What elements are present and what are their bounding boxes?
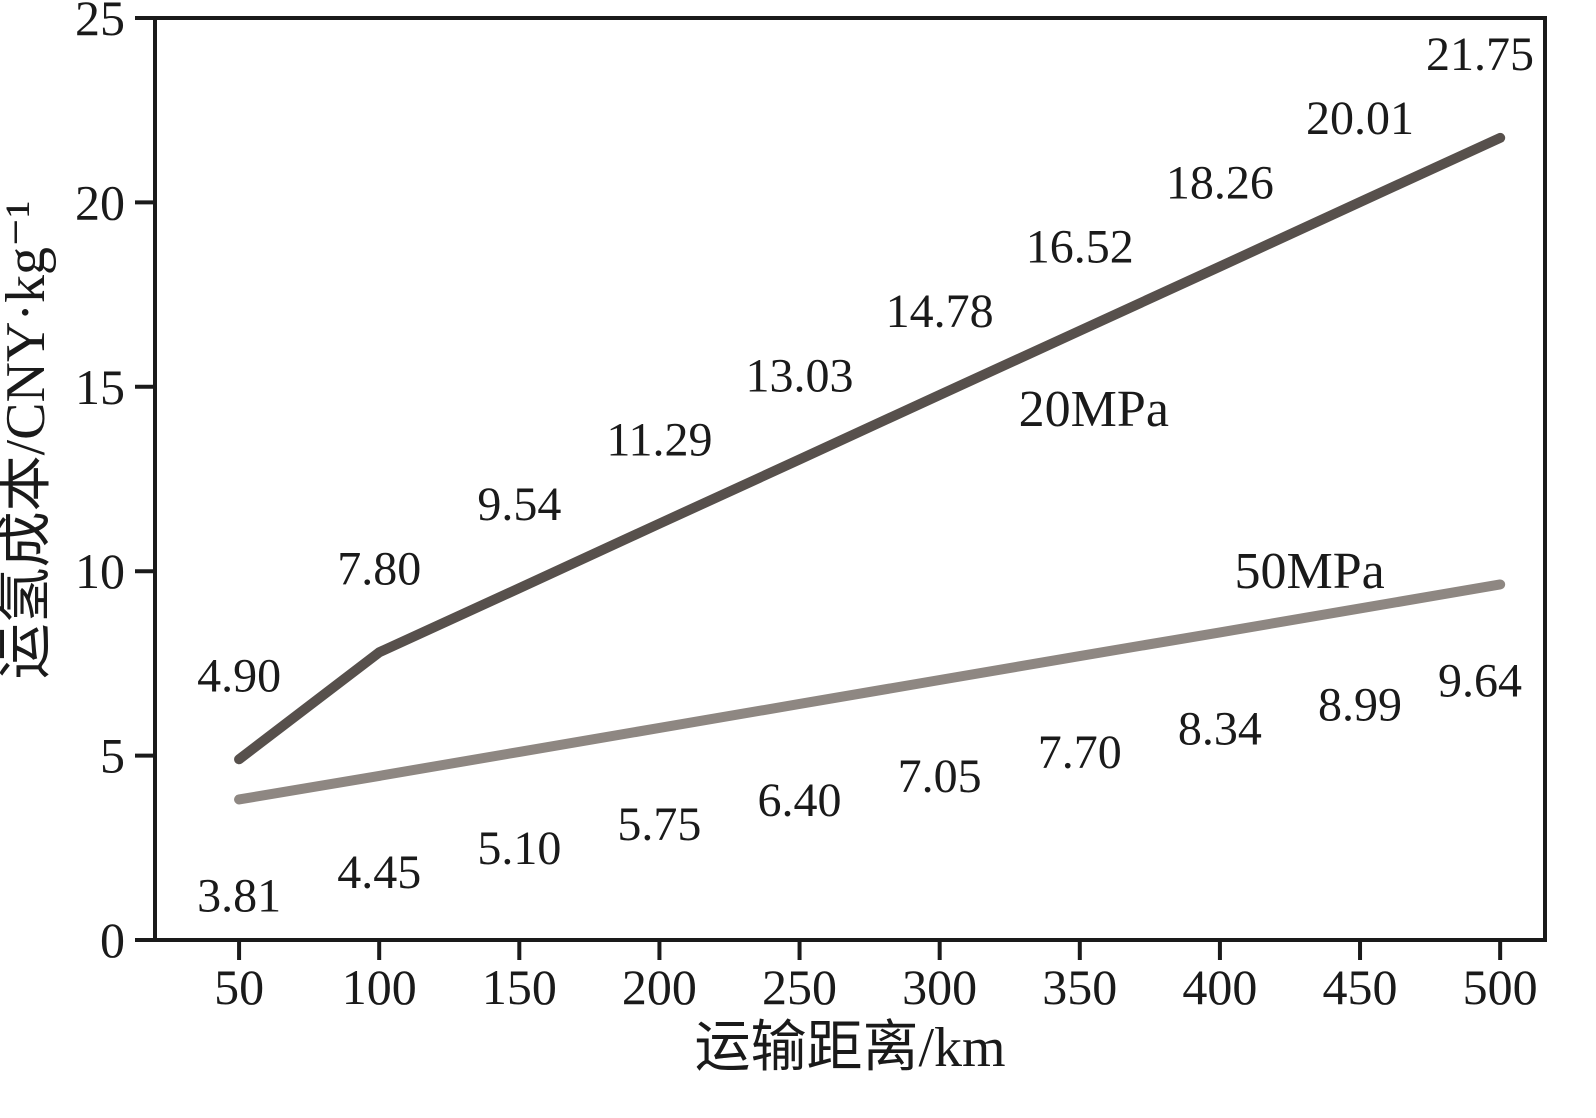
y-axis-title: 运氢成本/CNY·kg⁻¹ [0, 201, 57, 680]
data-label-20MPa-150: 9.54 [477, 478, 561, 531]
plot-border [153, 16, 1547, 942]
series-label-50MPa: 50MPa [1234, 543, 1384, 600]
data-label-20MPa-400: 18.26 [1166, 157, 1274, 210]
data-label-50MPa-150: 5.10 [477, 822, 561, 875]
data-label-50MPa-300: 7.05 [898, 750, 982, 803]
x-axis-tick-label: 300 [902, 959, 977, 1015]
x-axis-tick-label: 150 [482, 959, 557, 1015]
x-axis-tick-label: 250 [762, 959, 837, 1015]
x-axis-tick-label: 500 [1463, 959, 1538, 1015]
data-label-50MPa-400: 8.34 [1178, 702, 1262, 755]
y-axis-tick-label: 20 [75, 174, 125, 230]
y-axis-tick-label: 5 [100, 728, 125, 784]
data-label-20MPa-300: 14.78 [886, 285, 994, 338]
data-label-50MPa-450: 8.99 [1318, 678, 1402, 731]
data-label-20MPa-50: 4.90 [197, 649, 281, 702]
data-label-50MPa-350: 7.70 [1038, 726, 1122, 779]
y-axis-tick-label: 0 [100, 912, 125, 968]
data-label-50MPa-50: 3.81 [197, 869, 281, 922]
data-label-20MPa-200: 11.29 [606, 414, 712, 467]
y-axis-tick-label: 10 [75, 543, 125, 599]
data-label-50MPa-100: 4.45 [337, 846, 421, 899]
data-label-20MPa-350: 16.52 [1026, 221, 1134, 274]
data-label-20MPa-100: 7.80 [337, 542, 421, 595]
x-axis-tick-label: 50 [214, 959, 264, 1015]
y-axis-tick-label: 25 [75, 0, 125, 46]
x-axis-tick-label: 200 [622, 959, 697, 1015]
data-label-20MPa-250: 13.03 [746, 349, 854, 402]
x-axis-tick-label: 400 [1182, 959, 1257, 1015]
y-axis-tick-label: 15 [75, 359, 125, 415]
data-label-20MPa-450: 20.01 [1306, 92, 1414, 145]
series-label-20MPa: 20MPa [1019, 381, 1169, 438]
x-axis-tick-label: 350 [1042, 959, 1117, 1015]
x-axis-tick-label: 100 [342, 959, 417, 1015]
data-label-20MPa-500: 21.75 [1426, 28, 1534, 81]
data-label-50MPa-200: 5.75 [617, 798, 701, 851]
data-label-50MPa-250: 6.40 [758, 774, 842, 827]
x-axis-tick-label: 450 [1323, 959, 1398, 1015]
series-line-50MPa [234, 579, 1506, 805]
series-line-20MPa [234, 132, 1506, 765]
data-label-50MPa-500: 9.64 [1438, 654, 1522, 707]
x-axis-title: 运输距离/km [694, 1017, 1005, 1079]
